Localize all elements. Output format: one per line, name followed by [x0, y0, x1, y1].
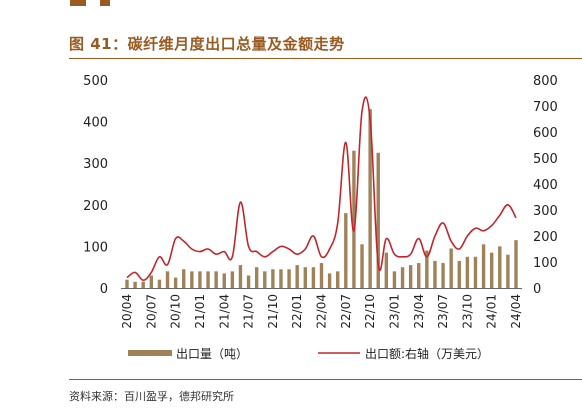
bar-20/08 [157, 279, 162, 288]
bar-23/04 [417, 263, 421, 288]
bar-22/10 [368, 109, 372, 289]
y-left-tick: 100 [83, 240, 108, 255]
y-right-tick: 0 [533, 282, 541, 297]
bar-21/12 [287, 269, 291, 288]
bar-23/06 [433, 260, 437, 288]
bar-22/05 [327, 273, 332, 288]
x-tick-label: 20/07 [144, 294, 158, 329]
figure-title: 图 41：碳纤维月度出口总量及金额走势 [69, 35, 345, 53]
x-tick-label: 23/07 [436, 294, 450, 329]
y-left-tick: 400 [83, 116, 108, 131]
x-tick-label: 22/01 [290, 294, 304, 329]
bar-22/04 [319, 263, 324, 288]
bar-20/06 [141, 281, 145, 288]
bar-22/08 [352, 150, 356, 288]
legend-bar-label: 出口量（吨） [176, 347, 248, 361]
bar-23/03 [408, 265, 413, 288]
legend-bar-swatch [128, 350, 172, 356]
y-left-tick: 200 [83, 199, 108, 214]
bar-21/08 [254, 267, 259, 288]
bar-23/07 [441, 263, 445, 288]
bar-21/04 [222, 273, 226, 288]
logo-mark [86, 0, 100, 6]
bar-21/05 [230, 271, 235, 288]
bar-22/01 [295, 265, 299, 288]
x-tick-label: 22/07 [339, 294, 353, 329]
bar-22/06 [336, 271, 340, 288]
bar-22/07 [344, 213, 348, 288]
title-rule [69, 58, 582, 59]
bar-22/03 [311, 267, 316, 288]
x-tick-label: 21/07 [242, 294, 256, 329]
bottom-rule [69, 379, 582, 380]
line-path [126, 96, 517, 282]
bar-23/05 [425, 250, 429, 288]
x-tick-label: 22/04 [315, 294, 329, 329]
bar-23/01 [392, 271, 397, 288]
y-left-tick: 0 [100, 282, 108, 297]
bar-21/10 [271, 269, 275, 288]
bar-22/02 [303, 267, 307, 288]
bar-24/01 [489, 252, 494, 288]
bar-23/08 [449, 248, 453, 288]
x-tick-label: 21/10 [266, 294, 280, 329]
x-tick-label: 24/04 [509, 294, 523, 329]
bar-23/12 [481, 244, 486, 288]
bar-23/02 [400, 267, 405, 288]
bar-22/09 [360, 244, 364, 288]
bar-20/11 [182, 269, 186, 288]
bar-series [125, 109, 518, 289]
bar-24/03 [506, 254, 510, 288]
x-tick-label: 20/04 [120, 294, 134, 329]
bar-21/07 [246, 275, 251, 288]
bar-21/02 [206, 271, 210, 288]
bar-20/04 [125, 279, 129, 288]
bar-20/07 [149, 275, 154, 288]
bar-24/04 [514, 240, 518, 288]
y-right-tick: 800 [533, 74, 558, 89]
bar-21/09 [263, 271, 267, 288]
bar-23/10 [465, 256, 470, 288]
bar-22/12 [384, 252, 389, 288]
x-tick-label: 23/04 [412, 294, 426, 329]
bar-21/06 [238, 265, 243, 288]
y-right-tick: 400 [533, 178, 558, 193]
bar-20/10 [173, 277, 178, 288]
y-right-tick: 100 [533, 256, 558, 271]
x-tick-label: 21/01 [193, 294, 207, 329]
bar-24/02 [498, 246, 502, 288]
bar-20/09 [165, 271, 170, 288]
y-right-tick: 200 [533, 230, 558, 245]
bar-22/11 [376, 152, 380, 288]
legend-line-label: 出口额:右轴（万美元） [365, 346, 489, 361]
bar-21/01 [198, 271, 202, 288]
x-tick-label: 22/10 [363, 294, 377, 329]
x-tick-label: 21/04 [217, 294, 231, 329]
bar-20/12 [190, 271, 194, 288]
source-note: 资料来源：百川盈孚，德邦研究所 [69, 390, 234, 403]
y-left-tick: 300 [83, 157, 108, 172]
y-left-tick: 500 [83, 74, 108, 89]
x-tick-label: 23/10 [460, 294, 474, 329]
y-right-tick: 500 [533, 152, 558, 167]
x-tick-label: 23/01 [387, 294, 401, 329]
bar-21/03 [214, 271, 218, 288]
x-tick-label: 20/10 [169, 294, 183, 329]
legend: 出口量（吨） 出口额:右轴（万美元） [128, 346, 489, 361]
y-right-tick: 300 [533, 204, 558, 219]
bar-23/11 [473, 256, 478, 288]
y-right-tick: 600 [533, 126, 558, 141]
x-tick-label: 24/01 [485, 294, 499, 329]
line-series [126, 96, 517, 282]
bar-20/05 [133, 281, 137, 288]
bar-23/09 [457, 260, 461, 288]
bar-21/11 [279, 269, 283, 288]
y-right-tick: 700 [533, 100, 558, 115]
